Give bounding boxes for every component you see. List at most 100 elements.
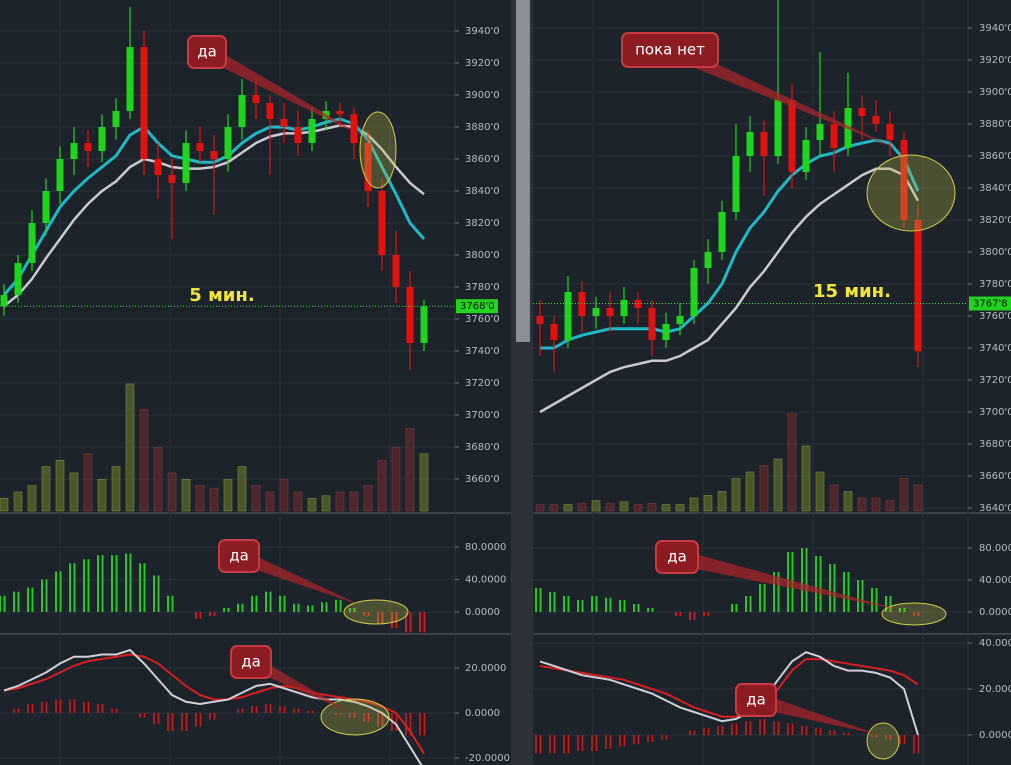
candle-body — [690, 268, 698, 316]
callout-box — [218, 539, 260, 573]
candle-body — [392, 255, 400, 287]
volume-bar — [391, 447, 401, 512]
candle-body — [154, 159, 162, 175]
callout-box — [621, 32, 719, 68]
volume-bar — [0, 497, 9, 512]
candle-body — [224, 127, 232, 159]
candle-body — [84, 143, 92, 151]
highlight-ellipse — [881, 602, 947, 626]
osc-fast-line — [539, 651, 919, 736]
price-tick-label: 3820'0 — [465, 218, 500, 229]
candle-body — [56, 159, 64, 191]
candle-body — [788, 100, 796, 172]
scrollbar-thumb[interactable] — [516, 0, 530, 342]
timeframe-label: 15 мин. — [813, 281, 891, 302]
volume-bar — [83, 453, 93, 512]
candle-body — [662, 324, 670, 340]
callout-box — [230, 645, 272, 679]
price-tick-label: 3740'0 — [979, 343, 1011, 354]
volume-bar — [237, 466, 247, 512]
price-tick-label: 3840'0 — [465, 186, 500, 197]
volume-bar — [335, 491, 345, 512]
callout-text: да — [197, 43, 217, 61]
volume-bar — [195, 485, 205, 512]
volume-bar — [899, 478, 909, 512]
highlight-ellipse — [866, 154, 956, 232]
price-tick-label: 3880'0 — [979, 119, 1011, 130]
candle-body — [746, 132, 754, 156]
candle-body — [196, 143, 204, 151]
candle-body — [774, 100, 782, 156]
candle-body — [886, 124, 894, 140]
candle-body — [280, 119, 288, 127]
price-tick-label: 3740'0 — [465, 346, 500, 357]
candle-body — [140, 47, 148, 159]
price-tick-label: 3680'0 — [979, 439, 1011, 450]
osc-tick-label: -20.0000 — [465, 753, 510, 764]
price-tick-label: 3720'0 — [465, 378, 500, 389]
volume-bar — [69, 472, 79, 512]
price-tick-label: 3760'0 — [465, 314, 500, 325]
volume-bar — [857, 497, 867, 512]
candle-body — [238, 95, 246, 127]
callout-text: да — [229, 547, 249, 565]
volume-bar — [633, 504, 643, 512]
candle-body — [704, 252, 712, 268]
price-tick-label: 3840'0 — [979, 183, 1011, 194]
volume-bar — [843, 491, 853, 512]
callout-pointer — [756, 692, 880, 735]
osc-fast-line — [3, 648, 423, 765]
candle-body — [550, 324, 558, 340]
candle-body — [336, 111, 344, 115]
price-tick-label: 3820'0 — [979, 215, 1011, 226]
macd-tick-label: 80.0000 — [979, 543, 1011, 554]
volume-bar — [223, 478, 233, 512]
price-tag-box — [969, 296, 1011, 311]
price-tick-label: 3920'0 — [465, 58, 500, 69]
price-tick-label: 3640'0 — [979, 503, 1011, 514]
candle-body — [648, 308, 656, 340]
candle-body — [830, 124, 838, 148]
callout-pointer — [251, 654, 350, 712]
candle-body — [718, 212, 726, 252]
volume-bar — [111, 466, 121, 512]
osc-tick-label: 40.0000 — [979, 638, 1011, 649]
volume-bar — [41, 466, 51, 512]
volume-bar — [153, 447, 163, 512]
volume-bar — [27, 485, 37, 512]
highlight-ellipse — [320, 698, 390, 736]
candle-body — [900, 140, 908, 220]
volume-bar — [815, 471, 825, 512]
callout-box — [187, 35, 227, 69]
callout-pointer — [207, 44, 370, 140]
price-tick-label: 3940'0 — [465, 26, 500, 37]
volume-bar — [661, 504, 671, 512]
macd-tick-label: 0.0000 — [979, 607, 1011, 618]
timeframe-label: 5 мин. — [189, 285, 254, 306]
macd-tick-label: 40.0000 — [979, 575, 1011, 586]
candle-body — [308, 119, 316, 143]
candle-body — [182, 143, 190, 183]
osc-tick-label: 20.0000 — [465, 663, 506, 674]
volume-bar — [717, 491, 727, 512]
candle-body — [802, 140, 810, 172]
candle-body — [14, 263, 22, 295]
callout-pointer — [670, 42, 900, 150]
candle-body — [420, 306, 428, 343]
price-tick-label: 3760'0 — [979, 311, 1011, 322]
volume-bar — [55, 459, 65, 512]
candle-body — [70, 143, 78, 159]
candle-body — [28, 223, 36, 263]
ma-fast-line — [540, 138, 920, 350]
candle-body — [98, 127, 106, 151]
volume-bar — [321, 495, 331, 512]
candle-body — [914, 220, 922, 352]
volume-bar — [307, 497, 317, 512]
price-tick-label: 3780'0 — [465, 282, 500, 293]
price-tick-label: 3940'0 — [979, 23, 1011, 34]
candle-body — [760, 132, 768, 156]
volume-bar — [13, 491, 23, 512]
volume-bar — [787, 413, 797, 512]
volume-bar — [251, 485, 261, 512]
